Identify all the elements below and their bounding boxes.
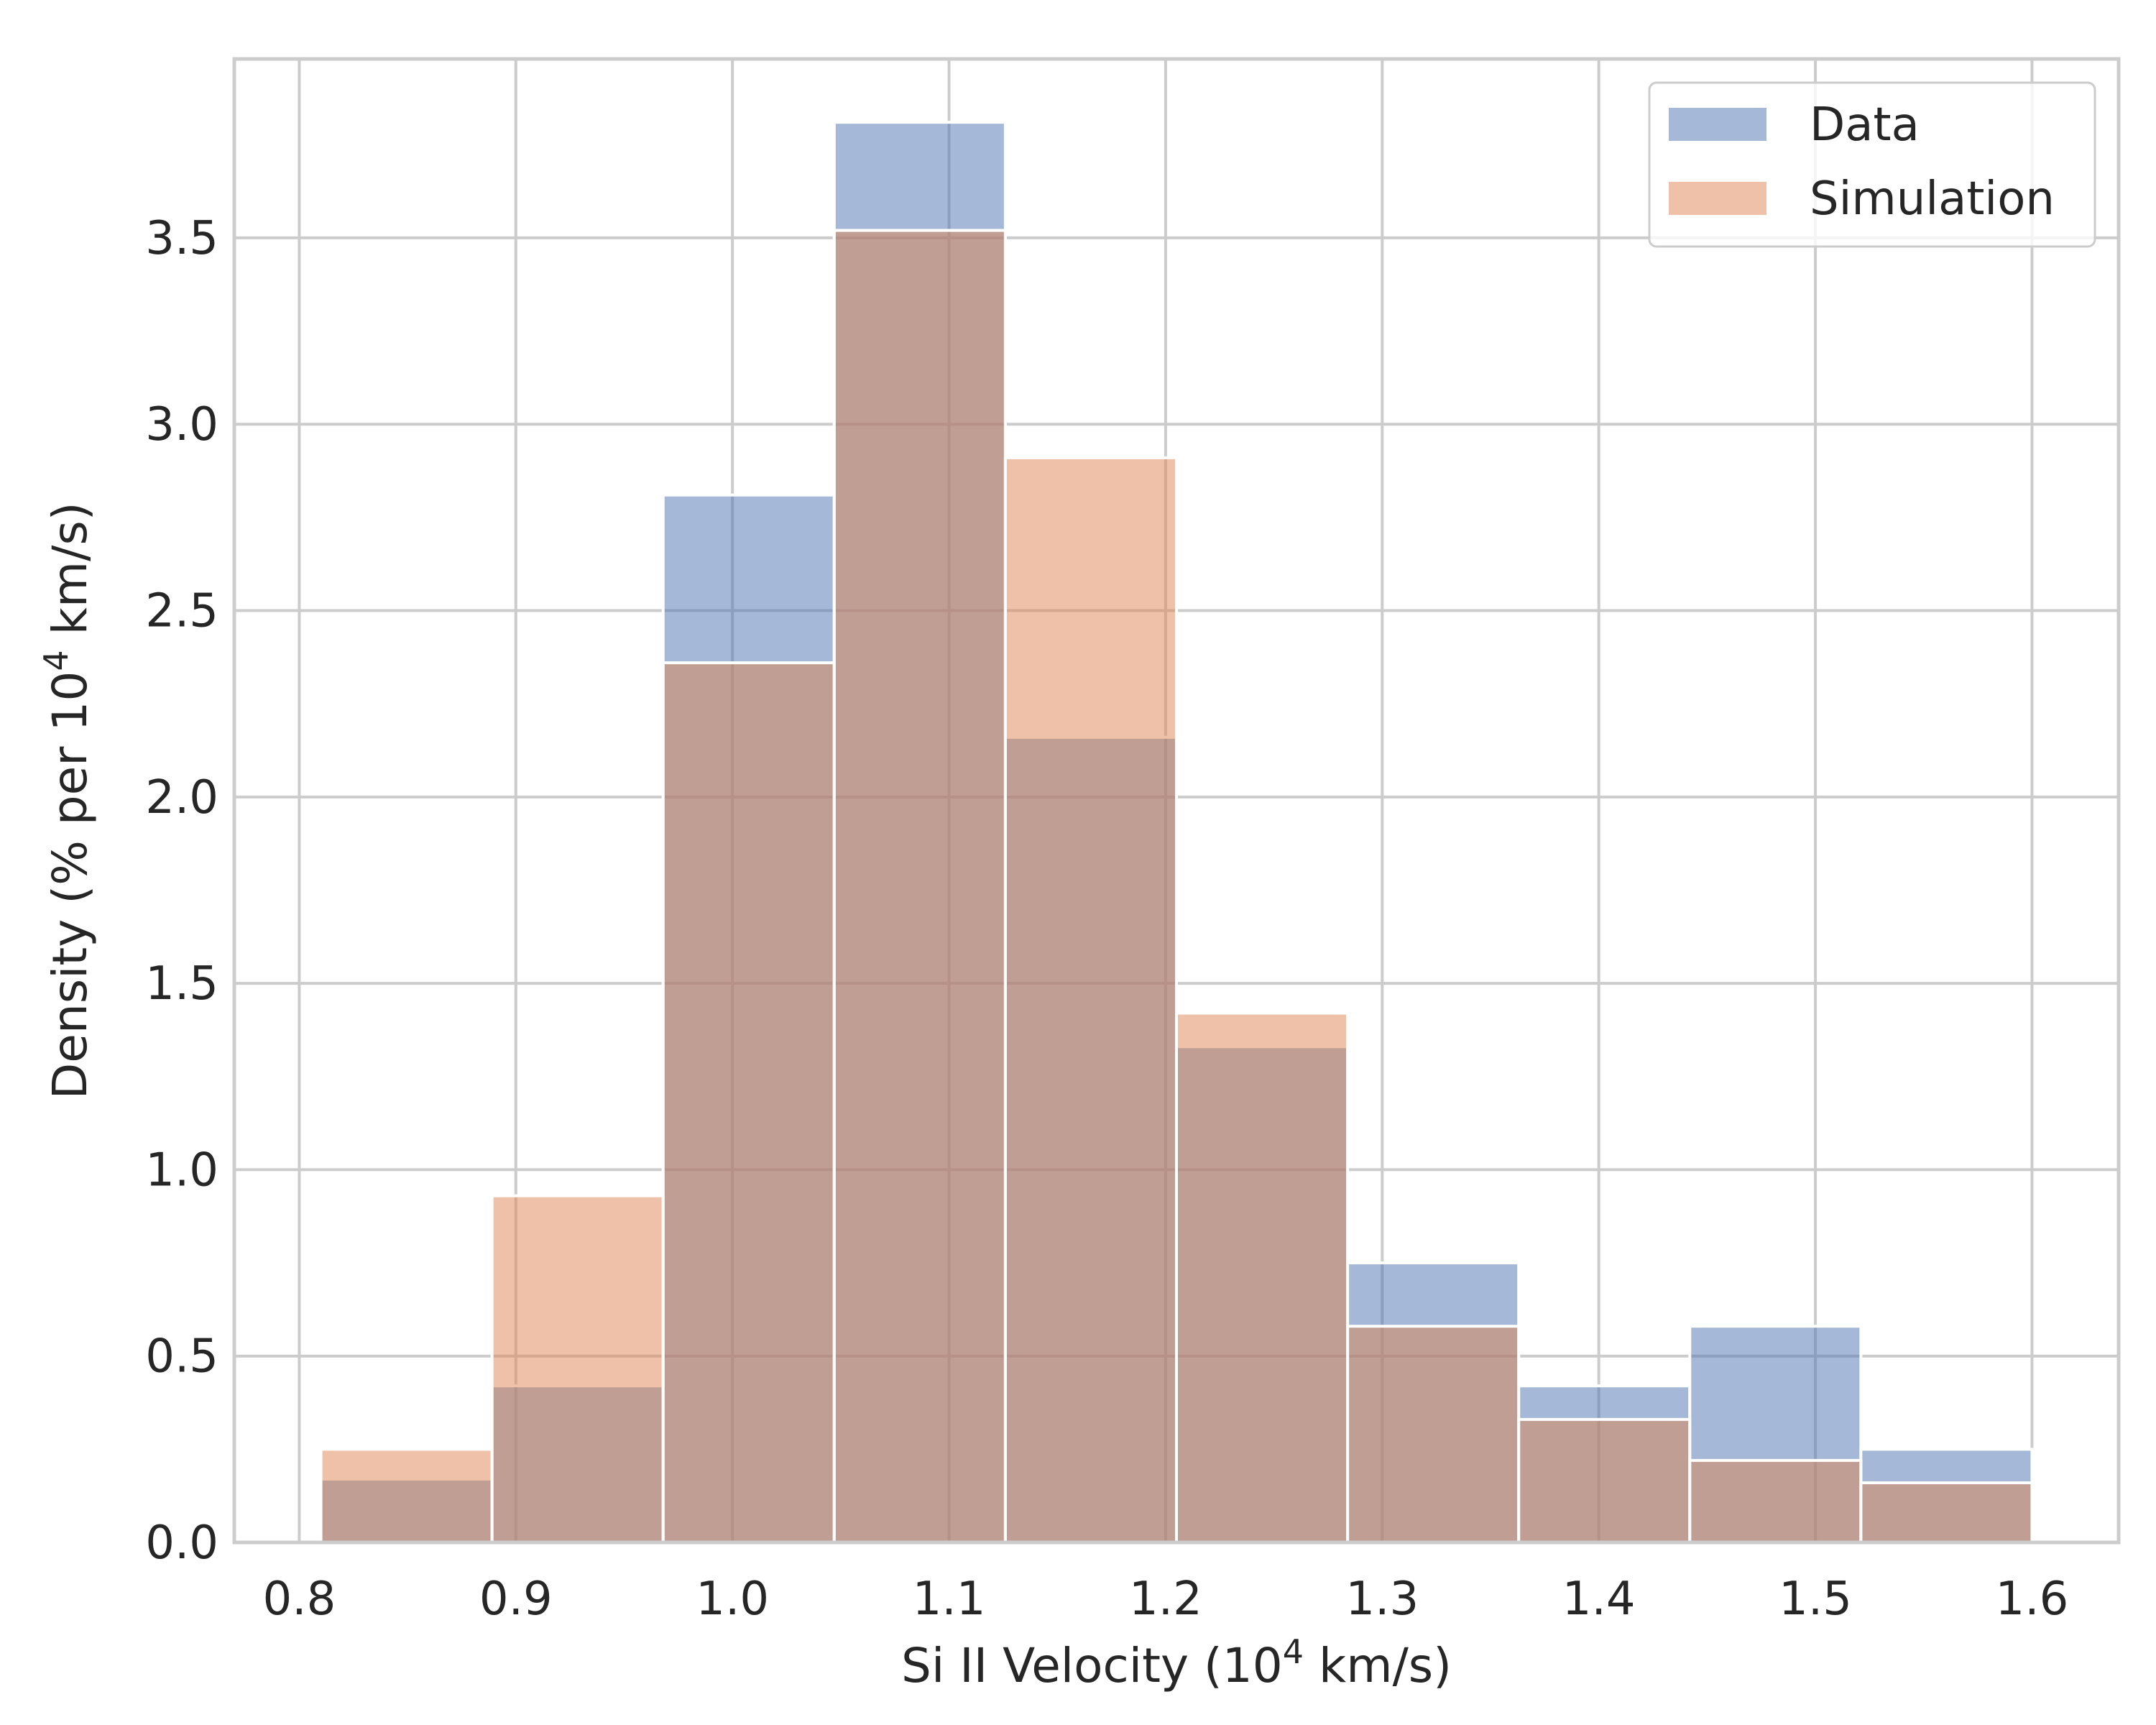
x-tick-label: 1.0 [696, 1573, 769, 1626]
bar-simulation-3 [832, 229, 1007, 1545]
x-tick-label: 1.2 [1129, 1573, 1202, 1626]
y-tick-label: 1.0 [145, 1144, 218, 1197]
y-tick-label: 3.5 [145, 212, 218, 265]
bar-simulation-0 [319, 1448, 494, 1545]
bar-simulation-6 [1346, 1325, 1521, 1544]
y-axis-label: Density (% per 104 km/s) [37, 502, 98, 1099]
bar-simulation-8 [1688, 1458, 1863, 1544]
x-tick-label: 1.6 [1996, 1573, 2069, 1626]
legend-swatch-data [1669, 108, 1766, 141]
x-tick-label: 1.1 [913, 1573, 986, 1626]
y-tick-label: 2.5 [145, 585, 218, 638]
y-tick-label: 0.5 [145, 1330, 218, 1384]
x-tick-label: 0.9 [479, 1573, 553, 1626]
x-tick-label: 1.3 [1345, 1573, 1419, 1626]
bar-simulation-1 [490, 1194, 665, 1544]
legend: Data Simulation [1648, 81, 2096, 248]
plot-frame [232, 57, 2121, 1545]
y-tick-label: 1.5 [145, 957, 218, 1011]
bar-simulation-7 [1517, 1417, 1692, 1545]
legend-label-simulation: Simulation [1810, 172, 2055, 226]
bar-simulation-9 [1859, 1481, 2034, 1545]
x-tick-label: 1.4 [1562, 1573, 1636, 1626]
bar-simulation-5 [1175, 1011, 1350, 1545]
y-tick-label: 0.0 [145, 1517, 218, 1570]
axis-ticks: 0.8 0.9 1.0 1.1 1.2 1.3 1.4 1.5 1.6 0.0 0.5 1.0 1.5 2… [145, 212, 2068, 1626]
x-tick-label: 1.5 [1779, 1573, 1852, 1626]
legend-swatch-simulation [1669, 182, 1766, 215]
bar-simulation-2 [661, 661, 836, 1544]
histogram-bars [319, 121, 2034, 1545]
x-tick-label: 0.8 [263, 1573, 336, 1626]
legend-label-data: Data [1810, 98, 1920, 152]
y-tick-label: 2.0 [145, 771, 218, 824]
y-tick-label: 3.0 [145, 398, 218, 451]
bar-simulation-4 [1003, 456, 1179, 1544]
x-axis-label: Si II Velocity (104 km/s) [901, 1632, 1452, 1693]
